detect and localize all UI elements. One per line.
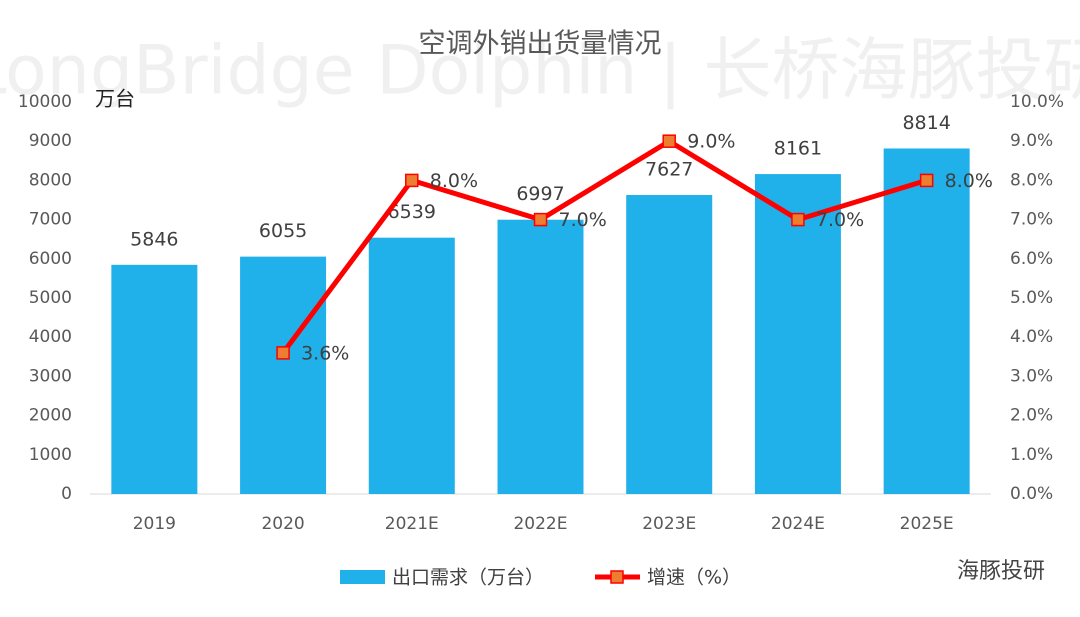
- y-tick-label: 7000: [29, 210, 72, 230]
- y2-tick-label: 1.0%: [1010, 445, 1053, 465]
- y2-tick-label: 0.0%: [1010, 484, 1053, 504]
- x-tick-label: 2023E: [642, 514, 696, 534]
- line-value-label: 7.0%: [816, 209, 864, 231]
- bar: [626, 195, 713, 494]
- bar: [883, 148, 970, 494]
- bar-value-label: 8161: [774, 138, 822, 160]
- bar-value-label: 8814: [902, 112, 950, 134]
- y2-tick-label: 2.0%: [1010, 406, 1053, 426]
- y2-tick-label: 6.0%: [1010, 249, 1053, 269]
- x-tick-label: 2022E: [513, 514, 567, 534]
- line-marker: [919, 173, 934, 188]
- line-value-label: 7.0%: [559, 209, 607, 231]
- y2-tick-label: 5.0%: [1010, 288, 1053, 308]
- bar-value-label: 6539: [388, 201, 436, 223]
- chart-title: 空调外销出货量情况: [419, 29, 662, 60]
- legend-swatch: [340, 570, 385, 584]
- y-tick-label: 6000: [29, 249, 72, 269]
- legend-label: 出口需求（万台）: [392, 567, 544, 589]
- y-tick-label: 1000: [29, 445, 72, 465]
- y-tick-label: 2000: [29, 406, 72, 426]
- y2-tick-label: 9.0%: [1010, 131, 1053, 151]
- x-tick-label: 2019: [133, 514, 176, 534]
- bar-value-label: 7627: [645, 159, 693, 181]
- y2-tick-label: 8.0%: [1010, 170, 1053, 190]
- bar: [111, 264, 198, 494]
- line-marker: [276, 346, 290, 360]
- bar: [368, 237, 455, 494]
- bar: [240, 256, 327, 494]
- line-value-label: 8.0%: [945, 170, 993, 192]
- y2-tick-label: 4.0%: [1010, 327, 1053, 347]
- source-logo: 海豚投研: [957, 559, 1045, 584]
- legend-label: 增速（%）: [647, 567, 741, 589]
- watermark: LongBridge Dolphin | 长桥海豚投研: [0, 32, 1080, 111]
- bar-value-label: 5846: [130, 228, 178, 250]
- line-marker: [533, 212, 548, 227]
- x-tick-label: 2025E: [900, 514, 954, 534]
- x-tick-label: 2020: [261, 514, 304, 534]
- legend-swatch-marker: [610, 570, 624, 584]
- bar-value-label: 6997: [516, 183, 564, 205]
- y-tick-label: 10000: [18, 92, 72, 112]
- bar: [754, 174, 841, 494]
- line-marker: [662, 134, 676, 148]
- line-marker: [791, 212, 805, 227]
- line-value-label: 3.6%: [301, 342, 349, 364]
- y-tick-label: 0: [61, 484, 72, 504]
- y2-tick-label: 10.0%: [1010, 92, 1064, 112]
- y-tick-label: 9000: [29, 131, 72, 151]
- bar: [497, 219, 584, 495]
- x-tick-label: 2021E: [385, 514, 439, 534]
- bar-value-label: 6055: [259, 220, 307, 242]
- y-tick-label: 3000: [29, 366, 72, 386]
- y-tick-label: 5000: [29, 288, 72, 308]
- line: [281, 138, 928, 355]
- y-tick-label: 8000: [29, 170, 72, 190]
- y2-tick-label: 3.0%: [1010, 366, 1053, 386]
- line-value-label: 9.0%: [687, 131, 735, 153]
- x-tick-label: 2024E: [771, 514, 825, 534]
- line-marker: [405, 173, 419, 188]
- y-tick-label: 4000: [29, 327, 72, 347]
- y-unit-label: 万台: [95, 87, 135, 111]
- y2-tick-label: 7.0%: [1010, 210, 1053, 230]
- line-value-label: 8.0%: [430, 170, 478, 192]
